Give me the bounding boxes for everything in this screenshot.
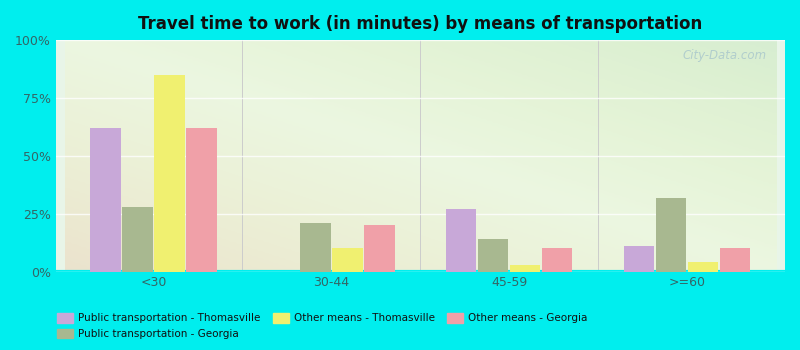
Bar xyxy=(478,239,509,272)
Bar xyxy=(542,248,573,272)
Bar xyxy=(122,207,153,272)
Bar xyxy=(186,128,217,272)
Bar xyxy=(656,197,686,272)
Text: City-Data.com: City-Data.com xyxy=(682,49,766,62)
Bar xyxy=(154,75,185,272)
Bar xyxy=(332,248,362,272)
Bar xyxy=(446,209,476,272)
Bar xyxy=(688,262,718,272)
Title: Travel time to work (in minutes) by means of transportation: Travel time to work (in minutes) by mean… xyxy=(138,15,702,33)
Bar xyxy=(90,128,121,272)
Bar xyxy=(720,248,750,272)
Bar xyxy=(624,246,654,272)
Legend: Public transportation - Thomasville, Public transportation - Georgia, Other mean: Public transportation - Thomasville, Pub… xyxy=(54,309,592,343)
Bar xyxy=(300,223,330,272)
Bar xyxy=(364,225,394,272)
Bar xyxy=(510,265,541,272)
